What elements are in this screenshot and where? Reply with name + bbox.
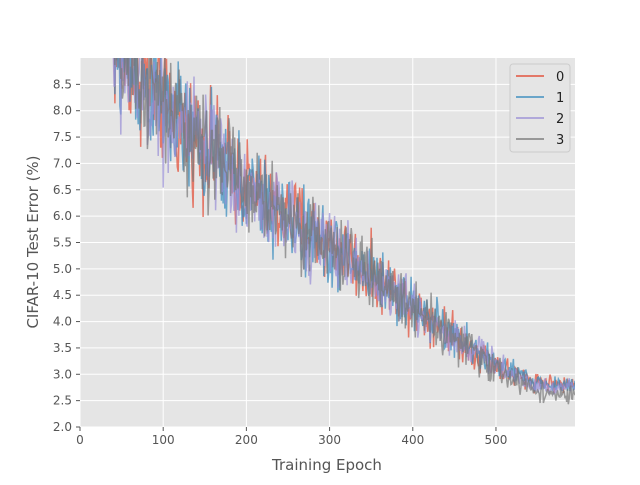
y-tick-label: 8.5 — [53, 77, 72, 91]
y-tick-label: 4.0 — [53, 315, 72, 329]
y-tick-label: 5.5 — [53, 236, 72, 250]
y-tick-label: 5.0 — [53, 262, 72, 276]
x-tick-label: 200 — [235, 433, 258, 447]
x-tick-label: 300 — [318, 433, 341, 447]
series-line-3 — [113, 58, 575, 405]
y-tick-label: 2.5 — [53, 394, 72, 408]
y-tick-label: 2.0 — [53, 420, 72, 434]
x-tick-label: 500 — [485, 433, 508, 447]
y-axis-ticks: 2.0 2.5 3.0 3.5 4.0 4.5 5.0 5.5 6.0 6.5 7.0 7.5 8.0 8… — [53, 77, 80, 434]
legend-label-2: 2 — [556, 112, 564, 127]
y-tick-label: 8.0 — [53, 104, 72, 118]
x-axis-ticks: 0 100 200 300 400 500 — [76, 427, 507, 447]
y-tick-label: 7.5 — [53, 130, 72, 144]
x-tick-label: 400 — [401, 433, 424, 447]
y-tick-label: 6.5 — [53, 183, 72, 197]
y-axis-label: CIFAR-10 Test Error (%) — [24, 155, 42, 328]
legend-label-0: 0 — [556, 70, 564, 85]
legend-label-1: 1 — [556, 91, 564, 106]
x-tick-label: 100 — [152, 433, 175, 447]
series-lines — [112, 58, 575, 405]
gridlines — [79, 58, 575, 428]
y-tick-label: 4.5 — [53, 288, 72, 302]
legend: 0 1 2 3 — [509, 63, 571, 153]
y-tick-label: 7.0 — [53, 156, 72, 170]
x-axis-label: Training Epoch — [271, 456, 382, 474]
y-tick-label: 6.0 — [53, 209, 72, 223]
y-tick-label: 3.0 — [53, 367, 72, 381]
x-tick-label: 0 — [76, 433, 84, 447]
legend-box — [509, 63, 571, 153]
y-tick-label: 3.5 — [53, 341, 72, 355]
legend-label-3: 3 — [556, 133, 564, 148]
